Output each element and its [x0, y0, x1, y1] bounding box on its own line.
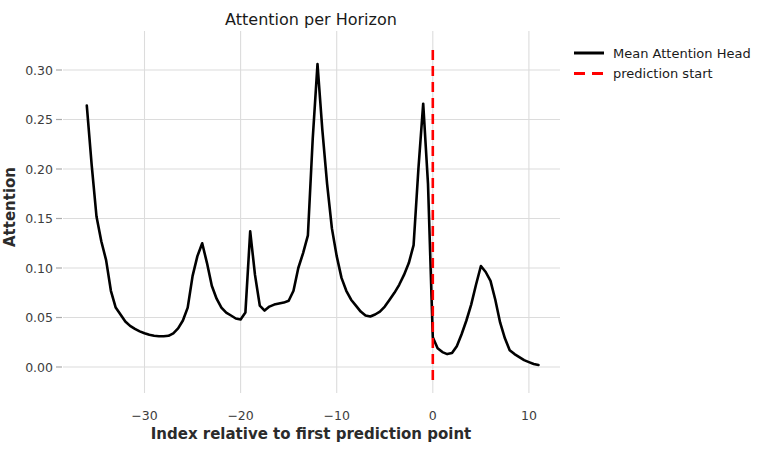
x-tick-label: 10 [521, 408, 537, 423]
y-axis-label: Attention [1, 167, 19, 247]
y-tick-label: 0.15 [25, 211, 53, 226]
mean-attention-head-line [87, 64, 539, 365]
legend-label-mean-attention-head: Mean Attention Head [613, 46, 751, 61]
y-tick-label: 0.25 [25, 112, 53, 127]
y-tick-label: 0.00 [25, 360, 53, 375]
x-tick-label: 0 [429, 408, 437, 423]
y-tick-label: 0.30 [25, 63, 53, 78]
series-layer [87, 50, 539, 385]
grid-layer [63, 31, 560, 393]
x-tick-label: −20 [227, 408, 253, 423]
y-tick-label: 0.20 [25, 162, 53, 177]
chart-title: Attention per Horizon [225, 10, 397, 29]
x-axis-label: Index relative to first prediction point [151, 425, 472, 443]
y-tick-label: 0.05 [25, 310, 53, 325]
x-tick-label: −10 [324, 408, 350, 423]
legend: Mean Attention Head prediction start [574, 46, 751, 82]
attention-per-horizon-figure: 0.00 0.05 0.10 0.15 0.20 0.25 0.30 −30 −20 −10 0 10… [0, 0, 775, 454]
y-tick-label: 0.10 [25, 261, 53, 276]
chart-canvas: 0.00 0.05 0.10 0.15 0.20 0.25 0.30 −30 −20 −10 0 10… [0, 0, 775, 454]
x-tick-label: −30 [131, 408, 157, 423]
legend-label-prediction-start: prediction start [613, 66, 713, 81]
